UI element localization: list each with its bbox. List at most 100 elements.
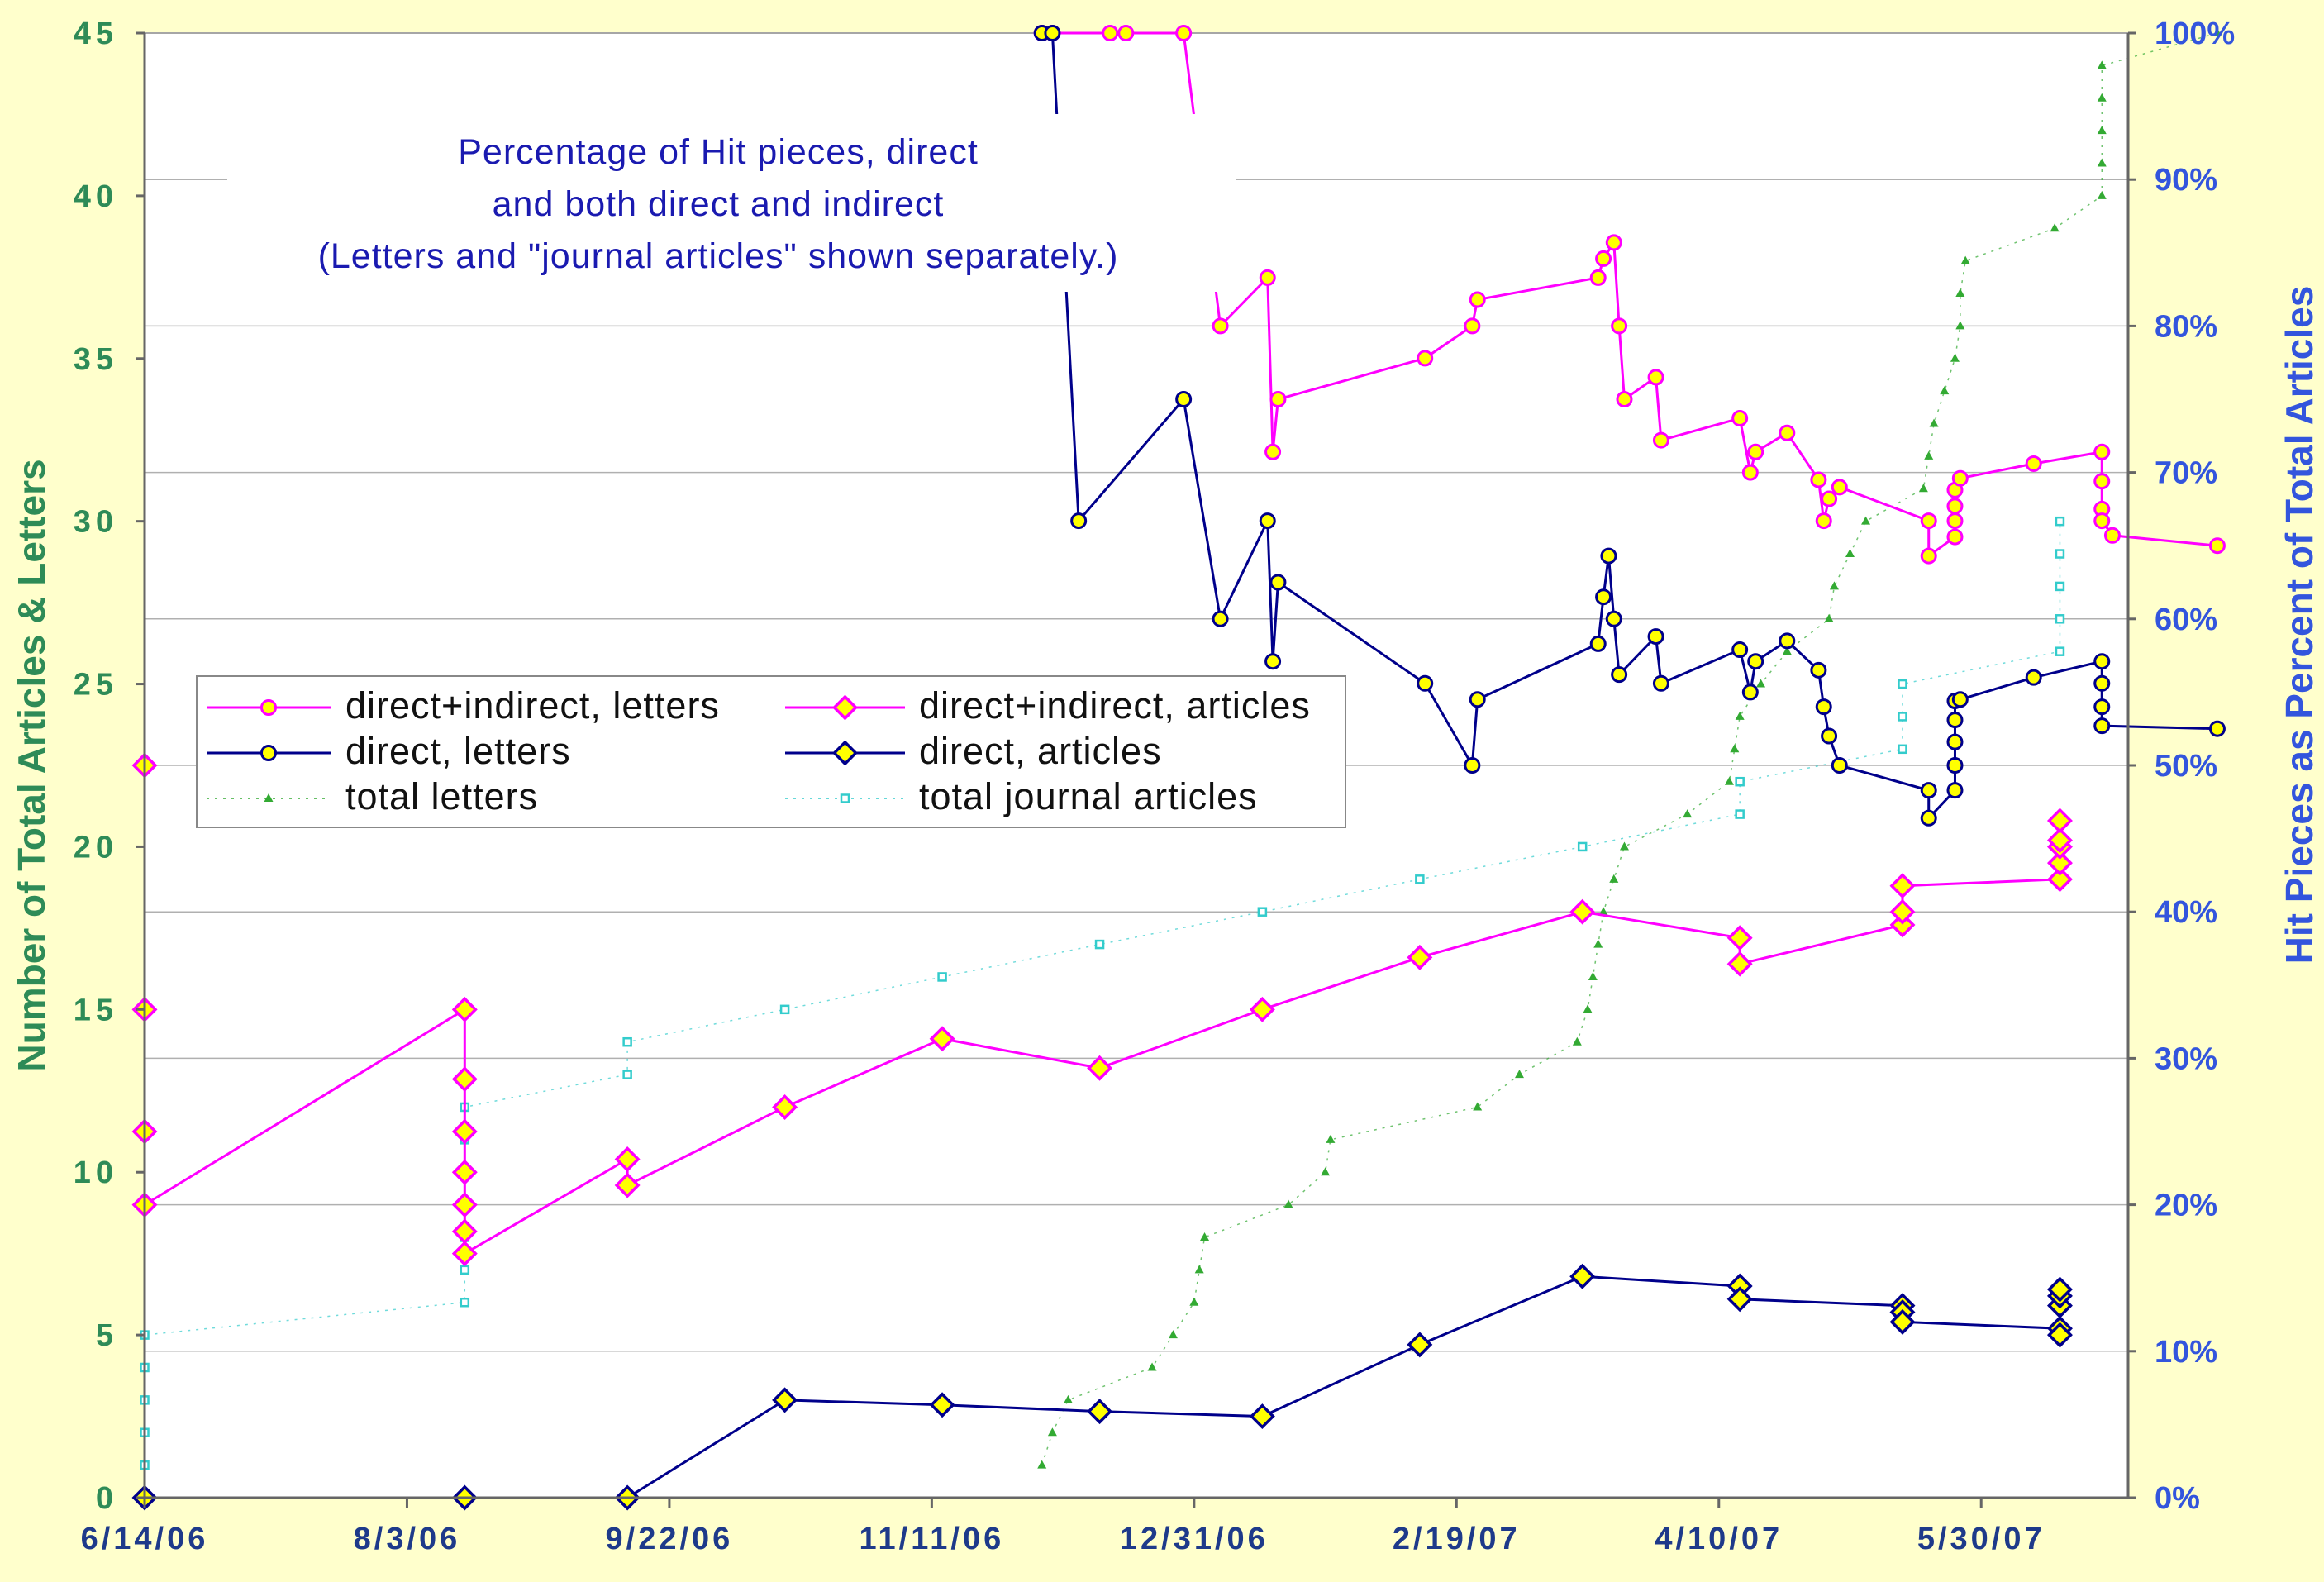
right-tick-label: 90%: [2155, 163, 2217, 198]
data-point: [1810, 471, 1827, 488]
left-tick-label: 40: [74, 179, 118, 214]
data-point: [1469, 291, 1486, 308]
data-point: [1588, 971, 1598, 980]
data-point: [1889, 873, 1916, 899]
data-point: [2208, 537, 2226, 555]
data-point: [1605, 234, 1622, 251]
data-point: [1200, 1232, 1210, 1241]
data-point: [460, 1297, 470, 1308]
chart-title-line-2: and both direct and indirect: [493, 184, 945, 224]
data-point: [1779, 424, 1796, 441]
right-tick-label: 100%: [2155, 17, 2235, 51]
data-point: [1831, 757, 1848, 774]
data-point: [460, 1265, 470, 1275]
data-point: [1037, 1460, 1047, 1469]
data-point: [2046, 866, 2073, 893]
data-point: [1940, 386, 1950, 395]
data-point: [1464, 317, 1481, 335]
data-point: [1741, 684, 1759, 701]
data-point: [1259, 269, 1276, 286]
data-point: [2025, 669, 2042, 686]
data-point: [1212, 610, 1229, 627]
data-point: [1779, 632, 1796, 650]
data-point: [451, 1159, 478, 1185]
right-tick-label: 80%: [2155, 309, 2217, 344]
x-tick-label: 6/14/06: [81, 1522, 209, 1556]
legend-sample-marker: [260, 699, 277, 716]
data-point: [2103, 527, 2121, 544]
data-point: [1889, 1308, 1916, 1335]
data-point: [1946, 528, 1964, 546]
data-point: [622, 1070, 632, 1079]
data-point: [1946, 757, 1964, 774]
data-point: [2212, 28, 2222, 36]
data-point: [1249, 1403, 1275, 1430]
data-point: [1283, 1199, 1293, 1208]
data-point: [1175, 25, 1193, 41]
data-point: [1731, 410, 1749, 427]
data-point: [1611, 317, 1628, 335]
right-tick-label: 0%: [2155, 1481, 2200, 1516]
data-point: [2046, 827, 2073, 854]
data-point: [1264, 443, 1282, 460]
data-point: [1735, 776, 1745, 787]
data-point: [1102, 25, 1119, 41]
data-point: [2097, 158, 2107, 167]
data-point: [1960, 255, 1970, 264]
chart-title-line-1: Percentage of Hit pieces, direct: [458, 132, 979, 172]
data-point: [1889, 898, 1916, 925]
series-direct-indirect-articles: [131, 752, 2073, 1267]
data-point: [1726, 1286, 1753, 1313]
data-point: [1782, 646, 1792, 655]
data-point: [1044, 25, 1061, 41]
x-tick-label: 4/10/07: [1655, 1522, 1783, 1556]
data-point: [614, 1172, 641, 1198]
series-direct-articles: [131, 1263, 2073, 1511]
data-point: [1168, 1330, 1178, 1339]
data-point: [1756, 679, 1766, 688]
left-tick-label: 0: [96, 1481, 118, 1516]
legend-samples: [207, 694, 905, 803]
data-point: [1946, 782, 1964, 799]
legend-sample-marker: [260, 745, 277, 761]
data-point: [2093, 443, 2111, 460]
legend-sample-marker: [840, 793, 850, 803]
data-point: [1147, 1362, 1157, 1371]
right-tick-label: 60%: [2155, 603, 2217, 637]
data-point: [937, 972, 947, 982]
data-point: [2055, 549, 2065, 559]
legend-label-tja: total journal articles: [919, 775, 1258, 817]
data-point: [1955, 321, 1965, 330]
data-point: [1473, 1102, 1483, 1111]
right-tick-label: 50%: [2155, 749, 2217, 784]
data-point: [2046, 808, 2073, 834]
data-point: [1598, 907, 1608, 916]
data-point: [1861, 516, 1871, 525]
left-tick-label: 20: [74, 830, 118, 865]
legend-sample-marker: [832, 694, 858, 721]
data-point: [451, 1118, 478, 1145]
right-tick-labels: 0% 10% 20% 30% 40% 50% 60% 70% 80% 90% 100%: [2128, 17, 2235, 1516]
x-tick-labels: 6/14/06 8/3/06 9/22/06 11/11/06 12/31/06 2/19…: [81, 1498, 2042, 1556]
left-tick-label: 15: [74, 993, 118, 1027]
data-point: [1918, 484, 1928, 493]
data-point: [451, 1066, 478, 1093]
x-tick-label: 12/31/06: [1120, 1522, 1269, 1556]
data-point: [1920, 809, 1937, 827]
data-point: [1094, 939, 1105, 950]
chart-title-line-3: (Letters and "journal articles" shown se…: [318, 236, 1119, 276]
data-point: [1821, 727, 1838, 745]
data-point: [1815, 512, 1832, 530]
data-point: [1747, 443, 1764, 460]
data-point: [772, 1094, 798, 1120]
data-point: [1407, 944, 1433, 970]
data-point: [451, 1192, 478, 1218]
data-point: [2093, 653, 2111, 670]
legend-label-dil: direct+indirect, letters: [345, 684, 720, 727]
data-point: [1735, 809, 1745, 819]
data-point: [1898, 712, 1907, 722]
data-point: [1583, 1004, 1593, 1013]
data-point: [1741, 464, 1759, 481]
data-point: [1469, 691, 1486, 708]
